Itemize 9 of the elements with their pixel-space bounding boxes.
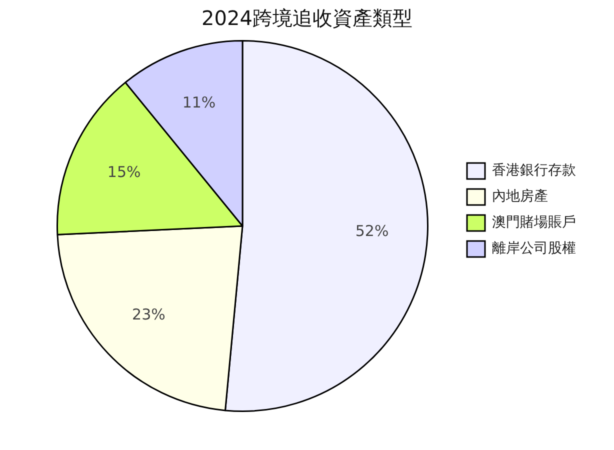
data-label: 52% [355,222,389,240]
data-label: 23% [132,305,166,324]
data-label: 11% [182,94,216,112]
legend-label: 離岸公司股權 [492,240,576,257]
legend-label: 香港銀行存款 [492,162,576,179]
chart-title: 2024跨境追收資產類型 [202,6,412,30]
legend-label: 內地房產 [492,188,548,205]
data-label: 15% [107,163,141,182]
legend-label: 澳門賭場賬戶 [492,214,576,231]
